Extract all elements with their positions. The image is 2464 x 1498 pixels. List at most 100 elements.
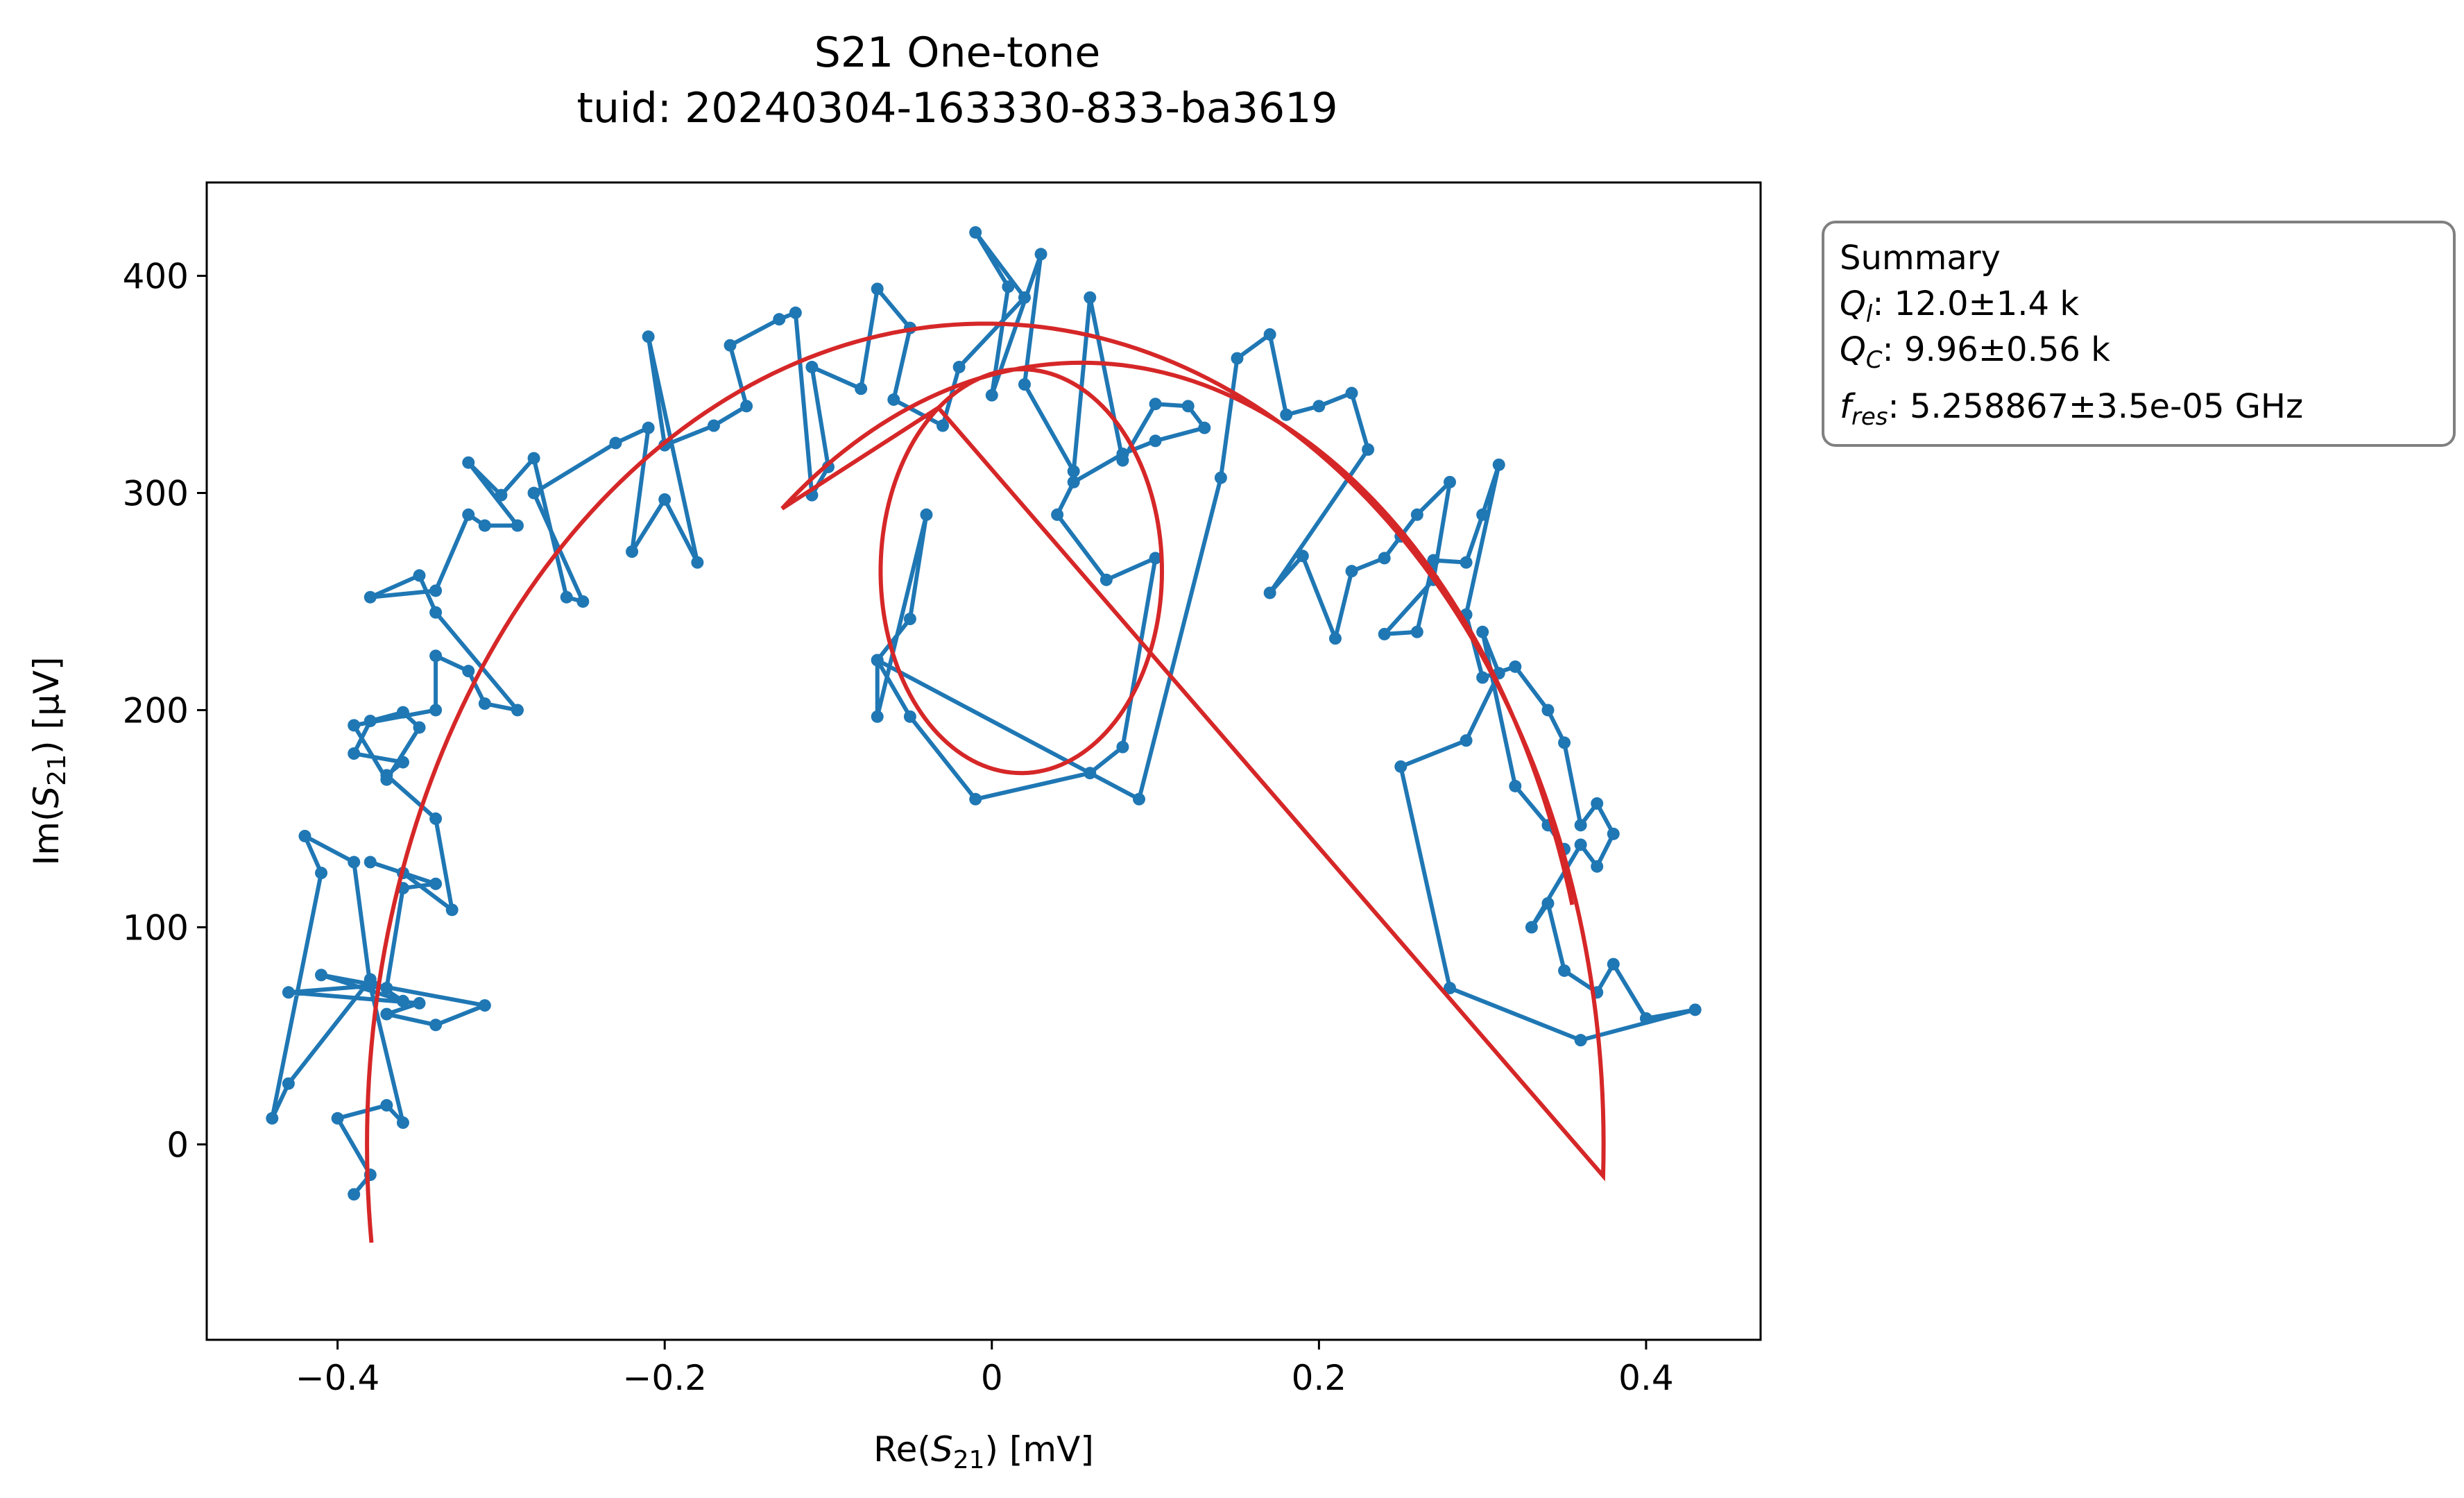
data-point: [396, 756, 409, 769]
chart-subtitle: tuid: 20240304-163330-833-ba3619: [576, 84, 1337, 133]
data-point: [1476, 671, 1489, 684]
data-point: [642, 421, 655, 434]
data-point: [1280, 408, 1293, 421]
data-point: [1296, 550, 1309, 563]
data-point: [1394, 760, 1408, 773]
summary-box: Summary Ql: 12.0±1.4 k QC: 9.96±0.56 k f…: [1822, 221, 2456, 447]
chart-title: S21 One-tone: [814, 28, 1101, 77]
data-point: [1312, 400, 1326, 413]
data-point: [1591, 797, 1604, 810]
data-point: [1378, 552, 1391, 565]
data-point: [1574, 819, 1587, 832]
data-point: [1263, 328, 1276, 341]
data-point: [1476, 508, 1489, 521]
data-point: [1067, 465, 1080, 478]
data-point: [380, 1007, 393, 1021]
data-point: [1558, 736, 1571, 749]
data-point: [429, 877, 443, 890]
data-point: [380, 1099, 393, 1112]
data-point: [1116, 448, 1129, 461]
data-point: [266, 1112, 279, 1125]
data-point: [478, 519, 491, 532]
data-point: [626, 545, 639, 559]
data-point: [1084, 291, 1097, 304]
data-point: [1607, 957, 1620, 971]
data-point: [560, 590, 573, 604]
data-point: [348, 747, 361, 760]
x-tick-label: −0.2: [622, 1358, 706, 1398]
data-point: [789, 306, 802, 319]
data-point: [478, 697, 491, 710]
data-point: [348, 1188, 361, 1201]
data-point: [740, 400, 753, 413]
y-axis-label: Im(S21) [µV]: [26, 657, 71, 866]
data-point: [805, 361, 819, 374]
data-point: [1345, 386, 1358, 400]
data-point: [445, 903, 459, 917]
data-point: [887, 393, 900, 406]
data-point: [1574, 1034, 1587, 1047]
data-point: [658, 493, 671, 506]
data-point: [1688, 1003, 1702, 1016]
data-point: [429, 1019, 443, 1032]
plot-frame: [205, 181, 1762, 1341]
data-point: [1476, 625, 1489, 638]
data-point: [380, 982, 393, 995]
data-point: [1067, 475, 1080, 488]
data-point: [363, 979, 377, 992]
summary-qc: QC: 9.96±0.56 k: [1840, 330, 2110, 374]
data-point: [936, 419, 950, 432]
y-tick-label: 400: [123, 257, 189, 297]
data-point: [969, 225, 982, 239]
data-point: [1607, 827, 1620, 840]
y-tick-label: 100: [123, 908, 189, 948]
data-point: [1198, 421, 1211, 434]
x-axis: −0.4 −0.2 0 0.2 0.4: [296, 1340, 1674, 1398]
data-point: [315, 969, 328, 982]
data-point: [1116, 740, 1129, 754]
data-point: [1231, 352, 1244, 365]
data-point: [1084, 767, 1097, 780]
data-point: [527, 486, 540, 500]
data-point: [1133, 792, 1145, 806]
data-point: [642, 330, 655, 343]
y-tick-label: 200: [123, 690, 189, 731]
data-point: [1541, 704, 1555, 717]
x-tick-label: 0.2: [1292, 1358, 1347, 1398]
summary-heading: Summary: [1840, 239, 2001, 278]
data-point: [1214, 471, 1227, 484]
data-point: [609, 436, 622, 450]
data-point: [985, 389, 998, 402]
data-point: [363, 715, 377, 728]
data-point: [1492, 458, 1505, 471]
x-tick-label: 0.4: [1618, 1358, 1674, 1398]
data-point: [920, 508, 933, 521]
x-tick-label: 0: [981, 1358, 1003, 1398]
data-point: [773, 313, 786, 326]
data-point: [1362, 443, 1375, 456]
data-point: [396, 994, 409, 1007]
data-point: [1574, 838, 1587, 851]
data-point: [855, 382, 868, 395]
data-point: [396, 1116, 409, 1130]
data-point: [724, 339, 737, 352]
data-point: [1591, 860, 1604, 873]
data-point: [282, 986, 295, 999]
data-point: [1263, 586, 1276, 599]
data-point: [1410, 508, 1423, 521]
data-point: [871, 654, 884, 667]
data-point: [462, 665, 475, 678]
y-axis: 0 100 200 300 400: [123, 257, 207, 1165]
data-point: [1181, 400, 1195, 413]
data-point: [1149, 552, 1162, 565]
data-point: [707, 419, 720, 432]
y-tick-label: 300: [123, 474, 189, 514]
data-point: [348, 719, 361, 732]
data-point: [396, 706, 409, 719]
series-layer: [266, 225, 1702, 1243]
data-point: [1460, 734, 1473, 747]
data-point: [969, 792, 982, 806]
data-point: [1460, 556, 1473, 569]
data-point: [511, 519, 524, 532]
